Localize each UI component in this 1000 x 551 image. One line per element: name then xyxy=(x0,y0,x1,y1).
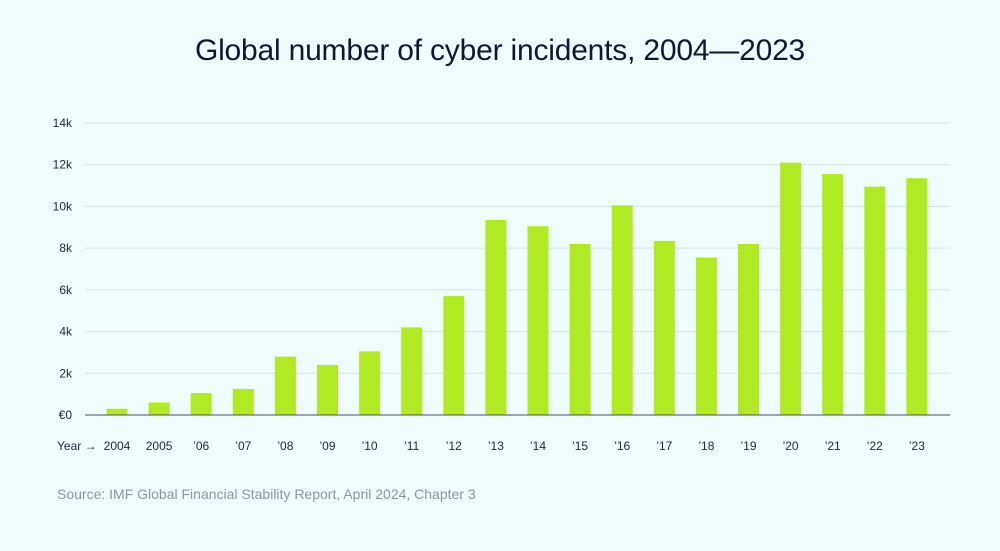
x-tick-label: ’19 xyxy=(740,439,756,453)
x-tick-label: ’23 xyxy=(909,439,925,453)
bar xyxy=(274,356,296,415)
x-tick-label: 2004 xyxy=(104,439,131,453)
x-tick-label: ’15 xyxy=(572,439,588,453)
bar xyxy=(864,186,886,415)
x-tick-label: ’22 xyxy=(867,439,883,453)
x-tick-label: ’07 xyxy=(235,439,251,453)
x-tick-label: ’18 xyxy=(698,439,714,453)
bar xyxy=(527,226,549,415)
bar xyxy=(190,393,212,415)
y-tick-label: 4k xyxy=(59,325,73,339)
bar xyxy=(780,162,802,415)
bar xyxy=(401,327,423,415)
chart-title: Global number of cyber incidents, 2004—2… xyxy=(194,34,806,67)
bar xyxy=(611,205,633,415)
bar xyxy=(232,388,254,415)
x-tick-label: ’10 xyxy=(362,439,378,453)
bar xyxy=(822,174,844,415)
bar xyxy=(317,364,338,415)
x-tick-label: ’16 xyxy=(614,439,630,453)
bar xyxy=(443,296,465,415)
bar xyxy=(569,243,591,415)
y-tick-label: 8k xyxy=(59,241,73,255)
y-tick-label: 14k xyxy=(53,116,73,130)
bar xyxy=(695,257,717,415)
bar xyxy=(653,240,675,415)
x-tick-label: ’11 xyxy=(404,439,419,453)
bar xyxy=(148,402,170,415)
x-tick-label: ’06 xyxy=(193,439,209,453)
x-tick-label: ’08 xyxy=(277,439,293,453)
bar xyxy=(106,408,128,415)
y-tick-label: 6k xyxy=(59,283,73,297)
bar xyxy=(738,243,759,415)
y-tick-label: 10k xyxy=(53,199,73,213)
chart-source: Source: IMF Global Financial Stability R… xyxy=(57,486,476,502)
y-tick-label: €0 xyxy=(59,408,73,422)
x-tick-label: ’12 xyxy=(446,439,462,453)
x-tick-label: 2005 xyxy=(146,439,173,453)
x-axis-label: Year → xyxy=(57,439,97,453)
y-tick-label: 12k xyxy=(53,158,73,172)
x-tick-label: ’13 xyxy=(488,439,504,453)
bar xyxy=(485,219,507,415)
x-tick-label: ’17 xyxy=(656,439,672,453)
x-tick-label: ’14 xyxy=(530,439,546,453)
bar xyxy=(906,178,928,415)
y-tick-label: 2k xyxy=(59,366,73,380)
x-tick-label: ’21 xyxy=(825,439,841,453)
x-tick-label: ’09 xyxy=(319,439,335,453)
bar xyxy=(359,351,381,415)
x-tick-label: ’20 xyxy=(783,439,799,453)
